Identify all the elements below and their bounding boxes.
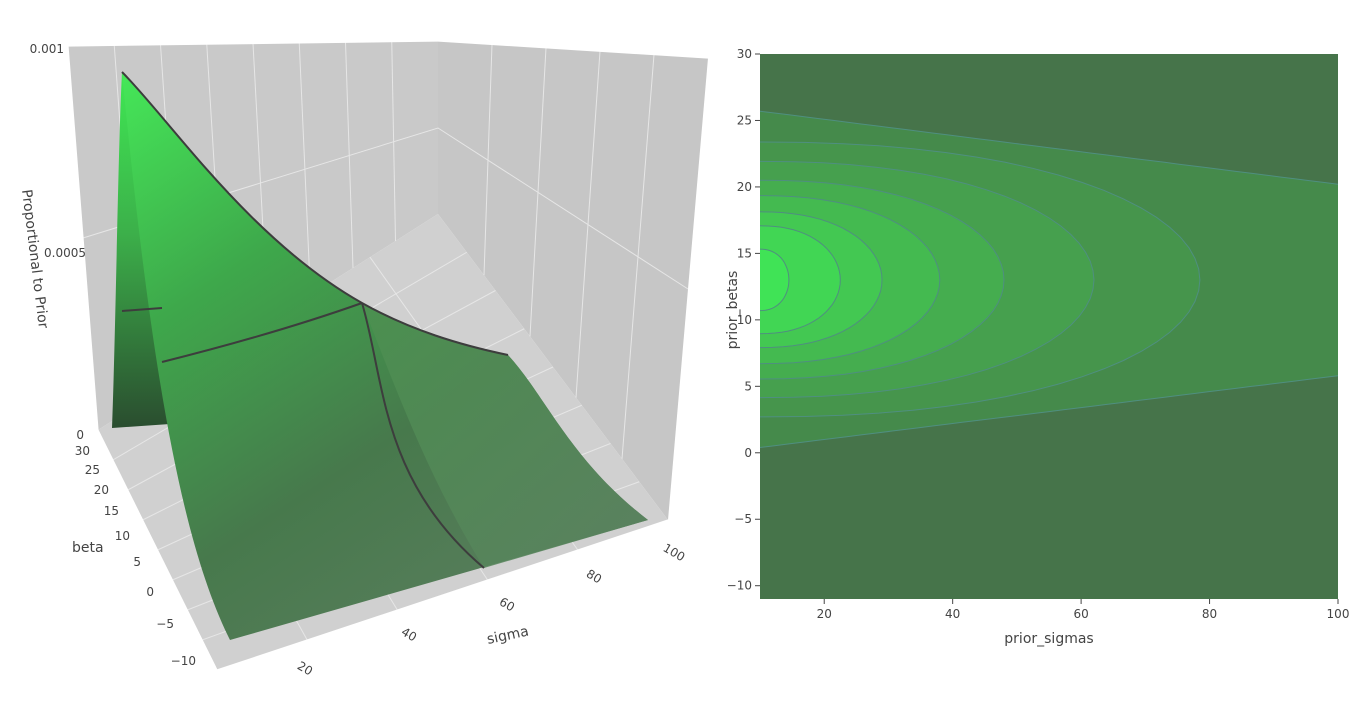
sigma-tick-label: 60 bbox=[497, 595, 517, 615]
contour-fills bbox=[760, 54, 1338, 599]
y-tick-label: 0 bbox=[744, 446, 752, 460]
contour-plot[interactable]: 20 40 60 80 100 30 25 20 15 10 5 0 −5 −10 prior_sigma… bbox=[715, 0, 1364, 700]
z-tick-label: 0.001 bbox=[30, 42, 64, 56]
z-tick-label: 0 bbox=[76, 428, 84, 442]
contour-axes: 20 40 60 80 100 30 25 20 15 10 5 0 −5 −10 bbox=[727, 47, 1350, 621]
beta-tick-label: 20 bbox=[94, 483, 109, 497]
beta-tick-label: 0 bbox=[146, 585, 154, 599]
beta-tick-label: 15 bbox=[104, 504, 119, 518]
beta-axis-title: beta bbox=[72, 540, 104, 556]
sigma-tick-label: 100 bbox=[661, 541, 688, 565]
contour-line bbox=[759, 375, 1339, 448]
contour-level-fill bbox=[760, 249, 789, 311]
y-tick-label: 15 bbox=[737, 246, 752, 260]
surface-tail bbox=[362, 303, 648, 568]
x-tick-label: 80 bbox=[1202, 607, 1217, 621]
x-tick-label: 100 bbox=[1327, 607, 1350, 621]
sigma-tick-label: 20 bbox=[295, 659, 315, 679]
contour-line bbox=[759, 141, 1201, 418]
beta-tick-label: 10 bbox=[115, 529, 130, 543]
contour-line bbox=[759, 195, 941, 365]
surface-contour-lines bbox=[121, 71, 509, 569]
axis-edges bbox=[67, 40, 709, 671]
y-tick-label: 10 bbox=[737, 313, 752, 327]
y-tick-label: 30 bbox=[737, 47, 752, 61]
x-tick-label: 60 bbox=[1073, 607, 1088, 621]
beta-tick-label: 25 bbox=[85, 463, 100, 477]
contour-line bbox=[759, 248, 790, 312]
y-tick-label: 25 bbox=[737, 113, 752, 127]
contour-svg: 20 40 60 80 100 30 25 20 15 10 5 0 −5 −10 prior_sigma… bbox=[725, 47, 1350, 647]
z-tick-label: 0.0005 bbox=[44, 246, 86, 260]
y-tick-label: 20 bbox=[737, 180, 752, 194]
y-tick-label: −5 bbox=[734, 512, 752, 526]
contour-level-fill bbox=[760, 225, 841, 334]
sigma-axis-title: sigma bbox=[486, 623, 531, 647]
y-tick-label: 5 bbox=[744, 379, 752, 393]
sigma-tick-label: 40 bbox=[399, 625, 419, 645]
beta-tick-label: −10 bbox=[171, 654, 196, 668]
surface-3d-plot[interactable]: 0.001 0.0005 0 30 25 20 15 10 5 0 −5 −10… bbox=[0, 0, 715, 700]
beta-tick-label: 5 bbox=[133, 555, 141, 569]
contour-line bbox=[759, 160, 1095, 399]
back-wall-right bbox=[438, 41, 708, 520]
x-axis-title: prior_sigmas bbox=[1004, 631, 1093, 647]
contour-line bbox=[759, 179, 1005, 380]
beta-tick-label: −5 bbox=[156, 617, 174, 631]
contour-line bbox=[759, 110, 1339, 185]
contour-lines bbox=[759, 110, 1339, 448]
x-tick-label: 20 bbox=[817, 607, 832, 621]
x-tick-label: 40 bbox=[945, 607, 960, 621]
surface-3d-svg: 0.001 0.0005 0 30 25 20 15 10 5 0 −5 −10… bbox=[18, 40, 709, 679]
sigma-tick-label: 80 bbox=[584, 567, 604, 587]
beta-tick-label: 30 bbox=[75, 444, 90, 458]
y-axis-title: prior_betas bbox=[725, 271, 741, 350]
contour-line bbox=[759, 225, 841, 335]
contour-line bbox=[759, 211, 883, 349]
y-tick-label: −10 bbox=[727, 579, 752, 593]
